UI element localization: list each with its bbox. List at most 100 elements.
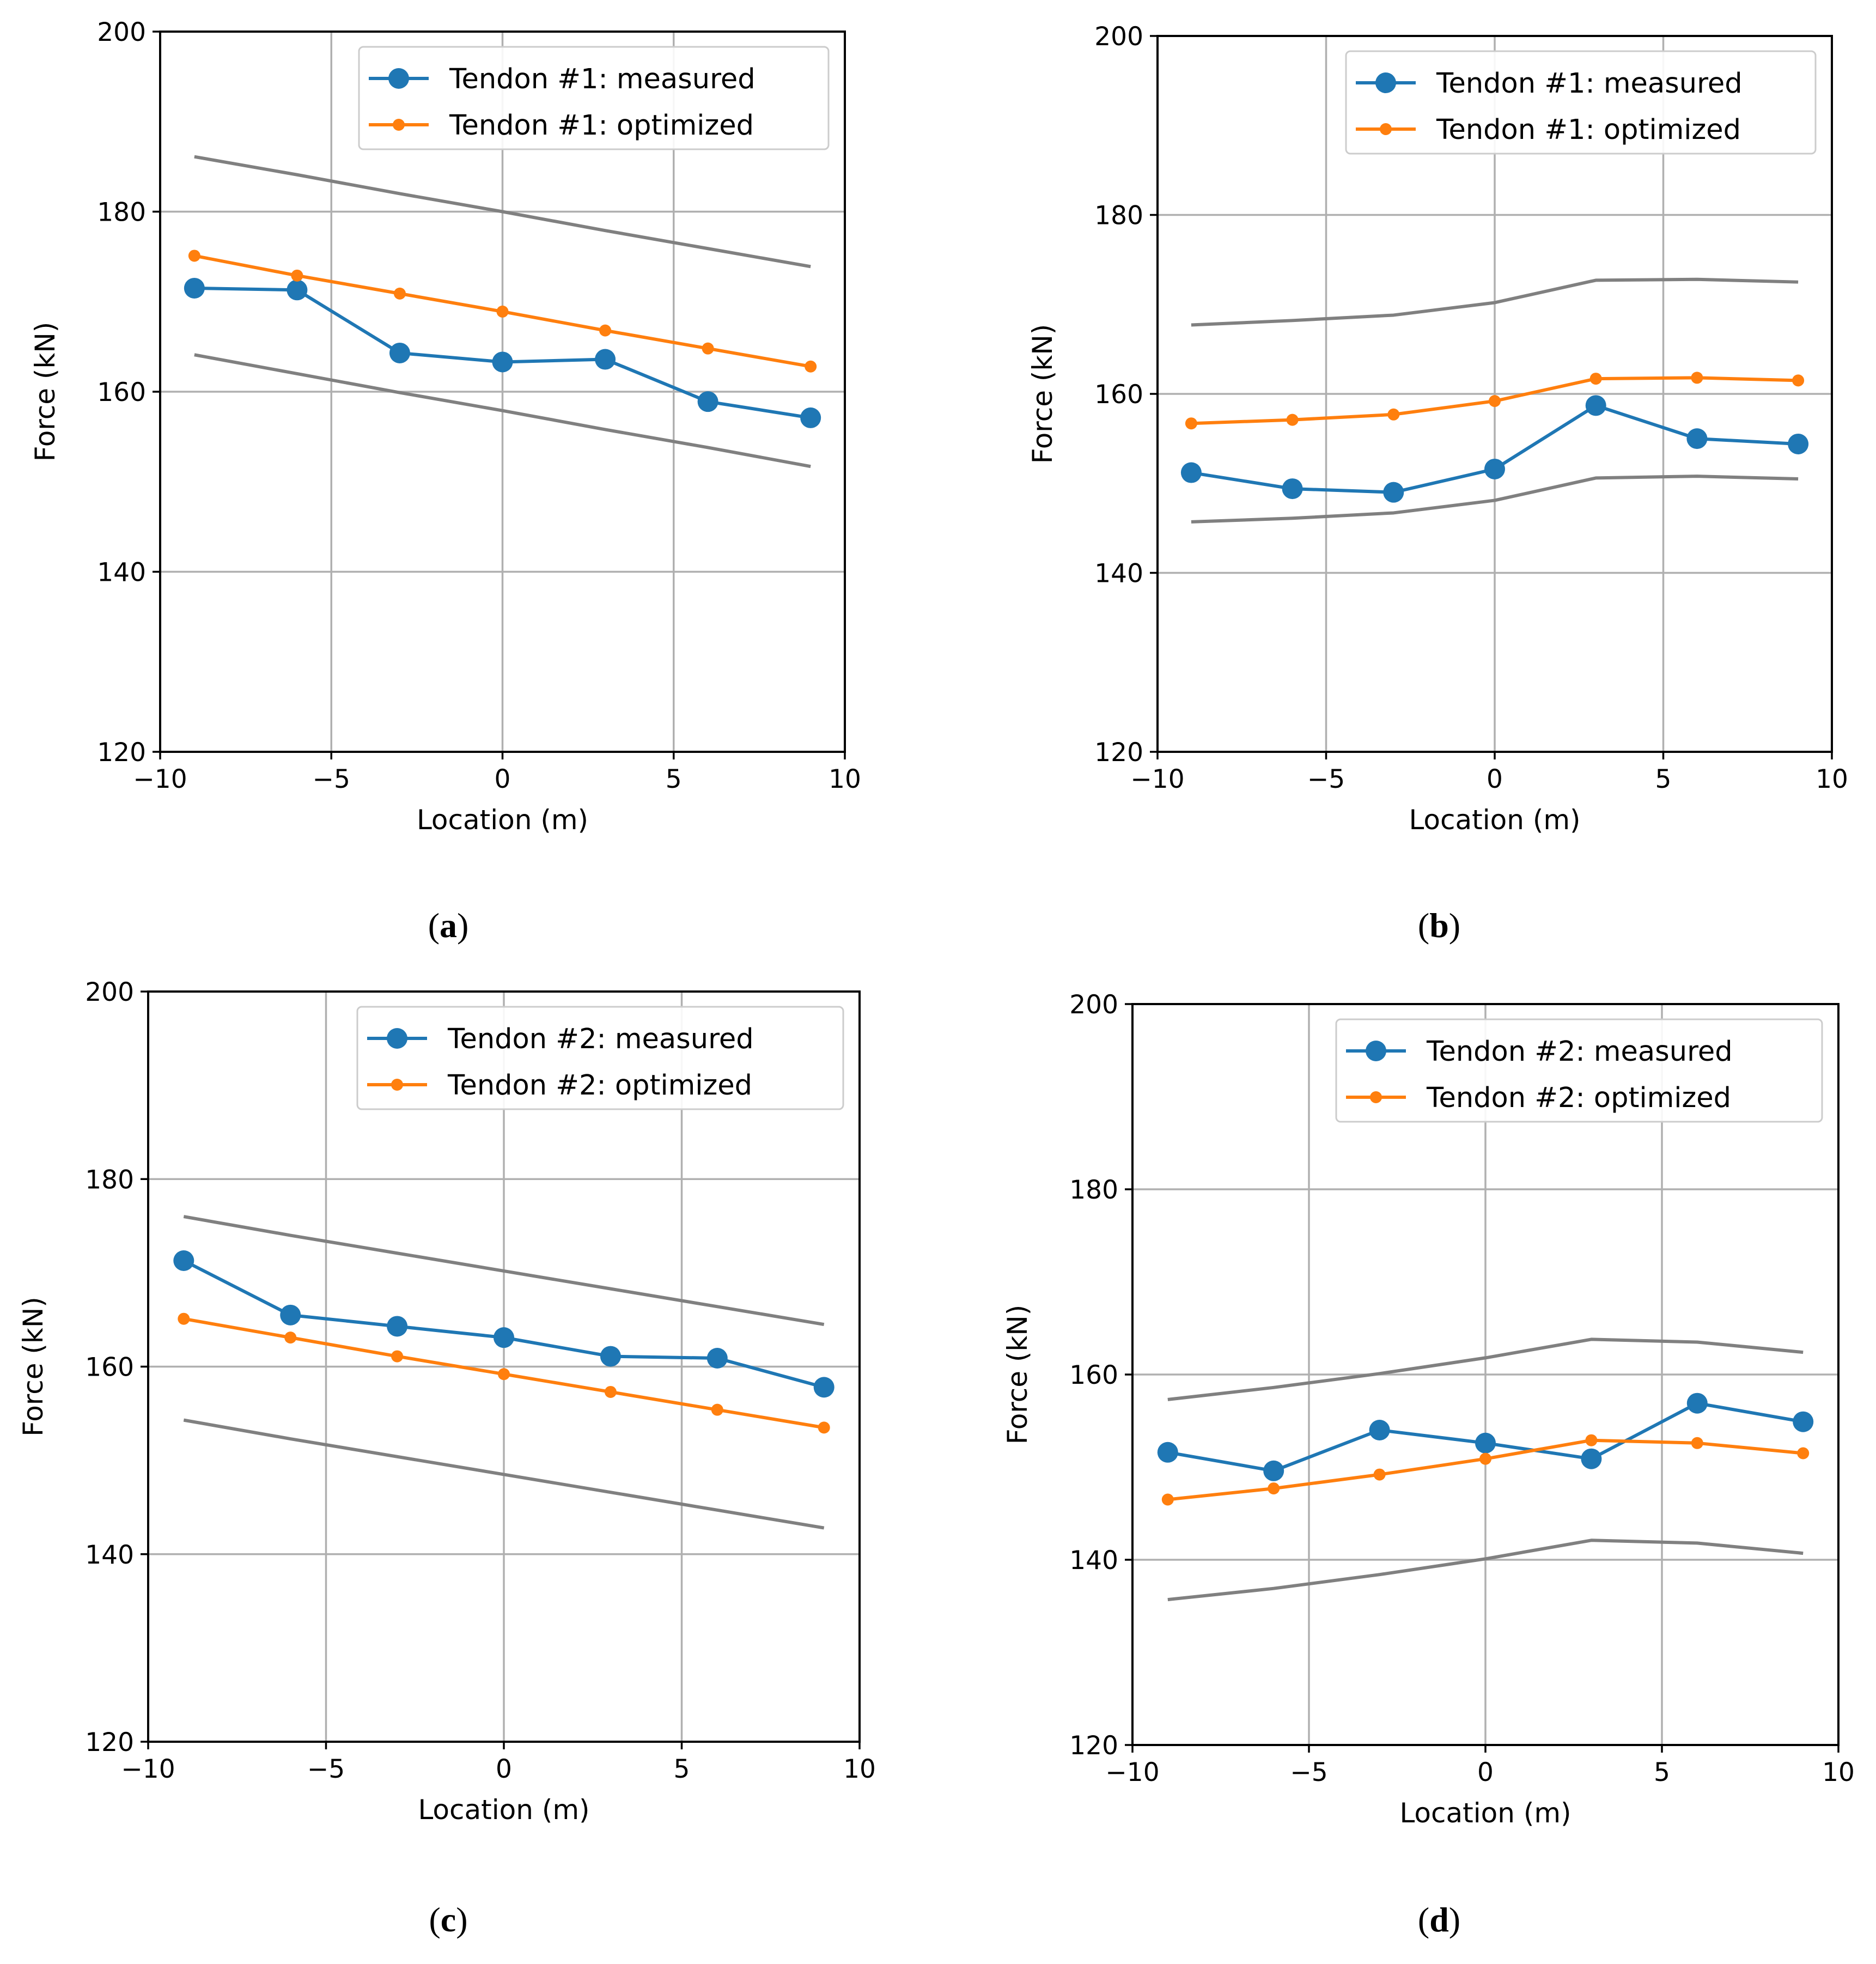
measured-point	[184, 277, 205, 299]
y-tick-label: 200	[97, 17, 146, 47]
measured-point	[1581, 1448, 1602, 1469]
measured-point	[1585, 395, 1606, 416]
measured-point	[280, 1304, 301, 1325]
optimized-point	[711, 1403, 723, 1416]
x-tick-label: 5	[1655, 764, 1672, 794]
x-tick-label: 0	[496, 1754, 512, 1784]
x-tick-label: 0	[1477, 1758, 1494, 1787]
y-tick-label: 140	[85, 1540, 134, 1570]
y-tick-label: 120	[97, 738, 146, 768]
y-tick-label: 140	[1069, 1546, 1118, 1576]
legend-measured-marker	[1366, 1041, 1386, 1061]
measured-series	[173, 1250, 835, 1398]
caption-letter: a	[440, 906, 457, 945]
y-tick-label: 200	[1094, 22, 1143, 52]
optimized-point	[291, 269, 303, 282]
legend-measured-label: Tendon #1: measured	[1436, 68, 1743, 100]
y-axis-label: Force (kN)	[29, 322, 61, 462]
y-tick-label: 160	[1094, 380, 1143, 410]
measured-point	[173, 1250, 194, 1271]
optimized-point	[1691, 372, 1703, 384]
caption-letter: b	[1429, 906, 1449, 945]
y-tick-label: 120	[85, 1728, 134, 1758]
chart-panel-c: −10 −5 0 5 10 120 140 160 180 200 Location (m) Forc…	[17, 977, 876, 1939]
measured-point	[706, 1348, 728, 1369]
caption-close-paren: )	[1449, 1900, 1460, 1939]
x-tick-label: 0	[495, 764, 511, 794]
x-tick-label: −5	[1290, 1758, 1327, 1787]
legend-optimized-marker	[393, 119, 405, 131]
x-tick-label: −10	[1105, 1758, 1159, 1787]
x-tick-label: 0	[1487, 764, 1503, 794]
upper-bound-line	[1191, 277, 1799, 327]
optimized-point	[702, 342, 714, 355]
measured-point	[600, 1346, 621, 1367]
optimized-series	[1185, 372, 1805, 430]
y-tick-label: 180	[1069, 1175, 1118, 1205]
legend-measured-marker	[388, 68, 409, 89]
panel-caption: (b)	[1418, 906, 1460, 945]
measured-point	[1369, 1420, 1390, 1440]
x-tick-label: −10	[1130, 764, 1184, 794]
optimized-point	[1489, 395, 1501, 408]
y-tick-label: 200	[85, 977, 134, 1007]
x-tick-label: −5	[307, 1754, 345, 1784]
optimized-point	[1185, 417, 1197, 430]
x-axis-label: Location (m)	[418, 1794, 589, 1826]
panel-caption: (c)	[429, 1900, 467, 1939]
legend-optimized-label: Tendon #1: optimized	[449, 110, 754, 142]
measured-point	[813, 1377, 835, 1398]
caption-open-paren: (	[428, 906, 440, 945]
optimized-point	[1792, 374, 1805, 387]
y-axis-label: Force (kN)	[1002, 1305, 1033, 1445]
legend-optimized-marker	[391, 1079, 403, 1091]
legend-measured-label: Tendon #1: measured	[449, 63, 756, 95]
upper-bound-line	[194, 155, 811, 269]
measured-point	[494, 1327, 514, 1348]
lower-bound-line	[1191, 475, 1799, 524]
y-tick-label: 160	[85, 1353, 134, 1383]
upper-bound-line	[183, 1215, 825, 1327]
x-tick-label: 10	[1816, 764, 1848, 794]
chart-panel-d: −10 −5 0 5 10 120 140 160 180 200 Location (m) Forc…	[1002, 990, 1855, 1939]
optimized-point	[284, 1331, 297, 1344]
caption-letter: c	[441, 1900, 456, 1939]
panel-caption: (a)	[428, 906, 469, 945]
measured-point	[697, 391, 718, 412]
optimized-point	[188, 250, 200, 262]
optimized-point	[1286, 414, 1299, 426]
chart-panel-a: −10 −5 0 5 10 120 140 160 180 200 Location (m) Forc…	[29, 17, 861, 945]
legend-optimized-marker	[1380, 123, 1392, 135]
optimized-point	[1691, 1437, 1703, 1449]
optimized-point	[1479, 1452, 1491, 1465]
legend: Tendon #2: measured Tendon #2: optimized	[1335, 1018, 1823, 1123]
optimized-point	[1387, 408, 1400, 421]
legend-box	[1345, 50, 1817, 155]
measured-point	[1263, 1460, 1284, 1481]
lower-bound-line	[183, 1418, 825, 1530]
measured-point	[1484, 458, 1505, 479]
legend-box	[1335, 1018, 1823, 1123]
optimized-point	[498, 1368, 510, 1381]
measured-series	[1157, 1393, 1814, 1481]
measured-point	[1793, 1411, 1814, 1432]
optimized-series	[1161, 1434, 1810, 1506]
y-tick-label: 160	[97, 378, 146, 408]
legend: Tendon #1: measured Tendon #1: optimized	[358, 46, 830, 150]
optimized-point	[818, 1421, 830, 1434]
y-tick-label: 120	[1094, 738, 1143, 768]
legend-box	[358, 46, 830, 150]
caption-open-paren: (	[1418, 1900, 1429, 1939]
optimized-point	[1589, 373, 1602, 385]
optimized-series	[188, 250, 817, 373]
measured-series	[1180, 395, 1809, 503]
caption-close-paren: )	[456, 1900, 467, 1939]
x-tick-label: 10	[829, 764, 861, 794]
caption-open-paren: (	[429, 1900, 440, 1939]
measured-point	[389, 342, 410, 363]
legend-measured-marker	[387, 1028, 407, 1049]
measured-point	[1475, 1432, 1496, 1454]
x-tick-label: 5	[674, 1754, 690, 1784]
legend-measured-marker	[1375, 72, 1396, 93]
legend-box	[356, 1006, 844, 1110]
